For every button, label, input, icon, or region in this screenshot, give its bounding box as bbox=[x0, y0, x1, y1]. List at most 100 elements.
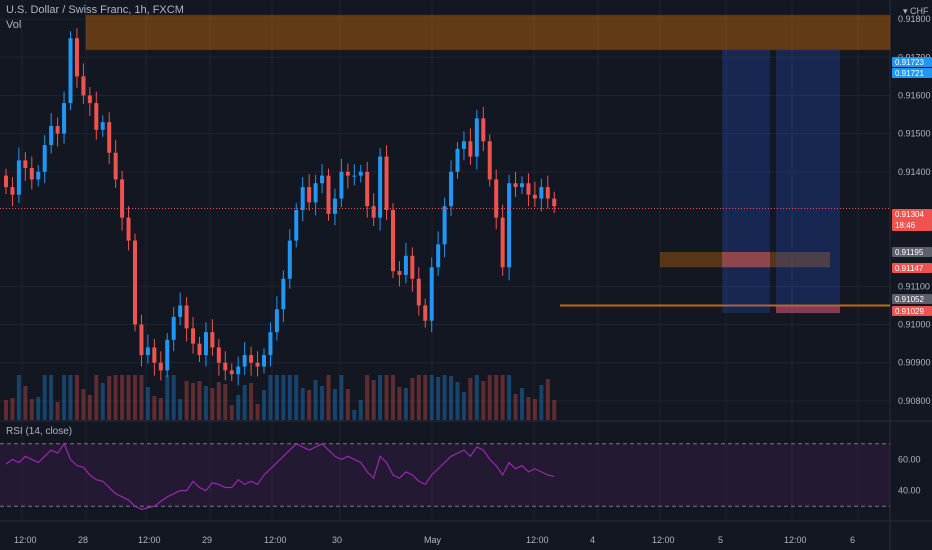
candle-body bbox=[216, 347, 221, 363]
candle-body bbox=[87, 95, 92, 104]
volume-bar bbox=[158, 398, 163, 420]
volume-bar bbox=[326, 375, 331, 420]
candle-body bbox=[300, 187, 305, 210]
candle-body bbox=[126, 217, 131, 241]
price-tick-label: 0.91400 bbox=[898, 167, 931, 177]
candle-body bbox=[139, 324, 144, 356]
candle-body bbox=[307, 187, 312, 203]
candle-body bbox=[539, 187, 544, 199]
volume-bar bbox=[274, 375, 279, 420]
currency-dropdown-icon[interactable]: ▾ bbox=[903, 6, 908, 16]
volume-bar bbox=[481, 381, 486, 420]
volume-bar bbox=[487, 375, 492, 420]
volume-bar bbox=[68, 375, 73, 420]
candle-body bbox=[49, 126, 54, 146]
volume-bar bbox=[197, 381, 202, 420]
time-tick-label: 12:00 bbox=[138, 535, 161, 545]
volume-bar bbox=[345, 389, 350, 420]
currency-label[interactable]: ▾ CHF bbox=[903, 6, 929, 17]
candle-body bbox=[165, 339, 170, 371]
candle-body bbox=[107, 122, 112, 153]
candle-body bbox=[29, 168, 34, 180]
volume-bar bbox=[242, 385, 247, 420]
volume-bar bbox=[184, 381, 189, 420]
volume-bar bbox=[10, 398, 15, 420]
candle-body bbox=[68, 38, 73, 104]
volume-bar bbox=[100, 383, 105, 420]
volume-bar bbox=[294, 375, 299, 420]
candle-body bbox=[42, 145, 47, 172]
volume-bar bbox=[532, 399, 537, 420]
candle-body bbox=[481, 118, 486, 142]
candle-body bbox=[113, 152, 118, 180]
volume-bar bbox=[468, 378, 473, 420]
candle-body bbox=[229, 370, 234, 375]
candle-body bbox=[520, 183, 524, 188]
price-badge bbox=[892, 263, 932, 273]
currency-code: CHF bbox=[910, 6, 929, 16]
candle-body bbox=[326, 175, 331, 214]
volume-bar bbox=[494, 375, 499, 420]
candle-body bbox=[455, 148, 460, 172]
volume-bar bbox=[520, 388, 524, 420]
price-badge-label: 0.91052 bbox=[895, 295, 924, 304]
time-tick-label: 12:00 bbox=[264, 535, 287, 545]
price-tick-label: 0.91500 bbox=[898, 129, 931, 139]
candle-body bbox=[158, 362, 163, 371]
volume-bar bbox=[62, 375, 67, 420]
candle-body bbox=[436, 244, 441, 268]
candle-body bbox=[178, 305, 183, 317]
volume-bar bbox=[365, 375, 370, 420]
volume-bar bbox=[429, 375, 434, 420]
candle-body bbox=[468, 141, 473, 157]
volume-bar bbox=[165, 375, 170, 420]
volume-bar bbox=[384, 375, 389, 420]
volume-bar bbox=[191, 383, 196, 420]
candle-body bbox=[500, 217, 505, 268]
volume-bar bbox=[545, 379, 550, 420]
candle-body bbox=[545, 187, 550, 199]
volume-bar bbox=[203, 386, 208, 420]
candle-body bbox=[268, 332, 273, 356]
volume-bar bbox=[403, 388, 408, 420]
candle-body bbox=[391, 210, 395, 272]
target-box bbox=[722, 49, 770, 314]
stop-box bbox=[776, 305, 840, 314]
candle-body bbox=[352, 175, 357, 177]
candle-body bbox=[287, 240, 292, 279]
volume-bar bbox=[126, 375, 131, 420]
candle-body bbox=[171, 316, 176, 340]
candle-body bbox=[513, 183, 518, 188]
candle-body bbox=[371, 206, 376, 218]
time-tick-label: 12:00 bbox=[526, 535, 549, 545]
price-badge-label: 0.91029 bbox=[895, 307, 924, 316]
rsi-line bbox=[5, 442, 555, 510]
candle-body bbox=[94, 103, 99, 130]
candle-body bbox=[133, 240, 137, 325]
volume-bar bbox=[371, 380, 376, 420]
volume-bar bbox=[4, 400, 8, 420]
price-badge-label: 0.91721 bbox=[895, 69, 924, 78]
volume-bar bbox=[474, 375, 479, 420]
rsi-tick-label: 60.00 bbox=[898, 454, 921, 464]
volume-bar bbox=[378, 375, 383, 420]
time-tick-label: 5 bbox=[718, 535, 723, 545]
time-tick-label: 12:00 bbox=[14, 535, 37, 545]
volume-bar bbox=[36, 397, 41, 420]
candle-body bbox=[152, 347, 157, 363]
volume-bar bbox=[42, 375, 47, 420]
volume-bar bbox=[300, 388, 305, 420]
price-badge bbox=[892, 306, 932, 316]
volume-bar bbox=[29, 399, 34, 420]
price-badge bbox=[892, 68, 932, 78]
volume-bar bbox=[94, 375, 99, 420]
candle-body bbox=[313, 183, 318, 203]
candle-body bbox=[449, 171, 454, 207]
candle-body bbox=[184, 305, 189, 329]
candle-body bbox=[16, 160, 21, 195]
candle-body bbox=[552, 198, 557, 207]
candle-body bbox=[507, 183, 512, 268]
candle-body bbox=[358, 171, 363, 176]
candle-body bbox=[423, 305, 428, 321]
